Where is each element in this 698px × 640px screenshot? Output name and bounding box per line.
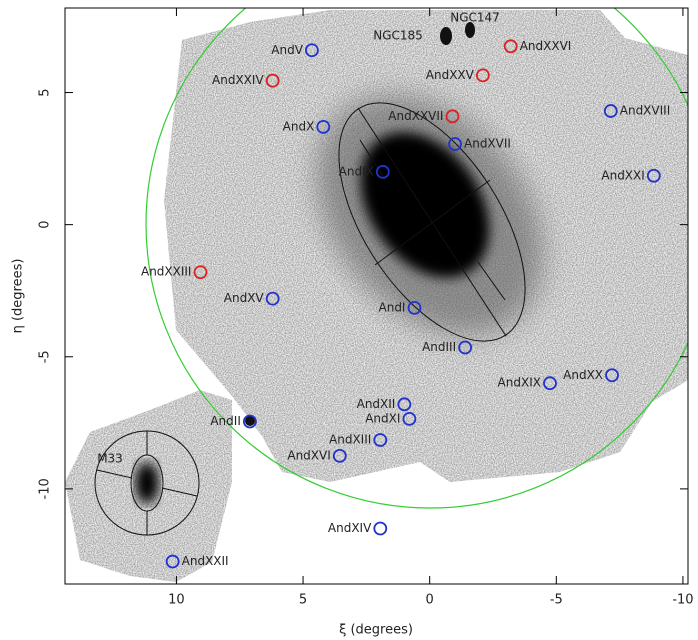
x-tick-label: 0: [426, 593, 434, 608]
satellite-label: AndXXIV: [212, 73, 264, 87]
survey-map: [0, 0, 698, 640]
satellite-label: AndXII: [357, 397, 396, 411]
x-tick-label: -5: [550, 593, 563, 608]
x-tick-label: 5: [299, 593, 307, 608]
satellite-label: AndXVIII: [620, 104, 670, 118]
satellite-label: AndI: [379, 300, 406, 314]
satellite-label: AndXXIII: [141, 265, 192, 279]
satellite-label: AndXVI: [287, 448, 330, 462]
annotation: NGC147: [450, 11, 500, 25]
satellite-label: AndXI: [365, 411, 400, 425]
satellite-label: AndX: [283, 119, 315, 133]
y-tick-label: 5: [38, 88, 53, 96]
satellite-label: AndII: [210, 414, 241, 428]
annotation: NGC185: [373, 29, 423, 43]
satellite-marker: [374, 523, 386, 535]
y-axis-label: η (degrees): [11, 259, 26, 334]
annotation: M33: [97, 452, 123, 466]
satellite-label: AndXIII: [329, 433, 371, 447]
satellite-label: AndIII: [422, 340, 456, 354]
x-tick-label: 10: [168, 593, 185, 608]
satellite-label: AndXX: [563, 368, 603, 382]
satellite-label: AndXXI: [601, 168, 644, 182]
satellite-label: AndXXII: [182, 554, 229, 568]
satellite-label: AndXXVII: [388, 109, 443, 123]
chart: M33 NGC185 NGC147 ξ (degrees) η (degrees…: [0, 0, 698, 640]
satellite-label: AndV: [271, 43, 303, 57]
satellite-label: AndXIX: [498, 376, 541, 390]
x-axis-label: ξ (degrees): [339, 623, 413, 638]
satellite-label: AndXVII: [464, 137, 511, 151]
satellite-label: AndXXV: [426, 68, 475, 82]
y-tick-label: 0: [38, 221, 53, 229]
satellite-label: AndIX: [339, 164, 374, 178]
satellite-label: AndXXVI: [520, 39, 572, 53]
y-tick-label: -10: [38, 478, 53, 499]
satellite-label: AndXV: [224, 291, 265, 305]
satellite-label: AndXIV: [328, 521, 372, 535]
x-tick-label: -10: [672, 593, 693, 608]
y-tick-label: -5: [38, 350, 53, 363]
